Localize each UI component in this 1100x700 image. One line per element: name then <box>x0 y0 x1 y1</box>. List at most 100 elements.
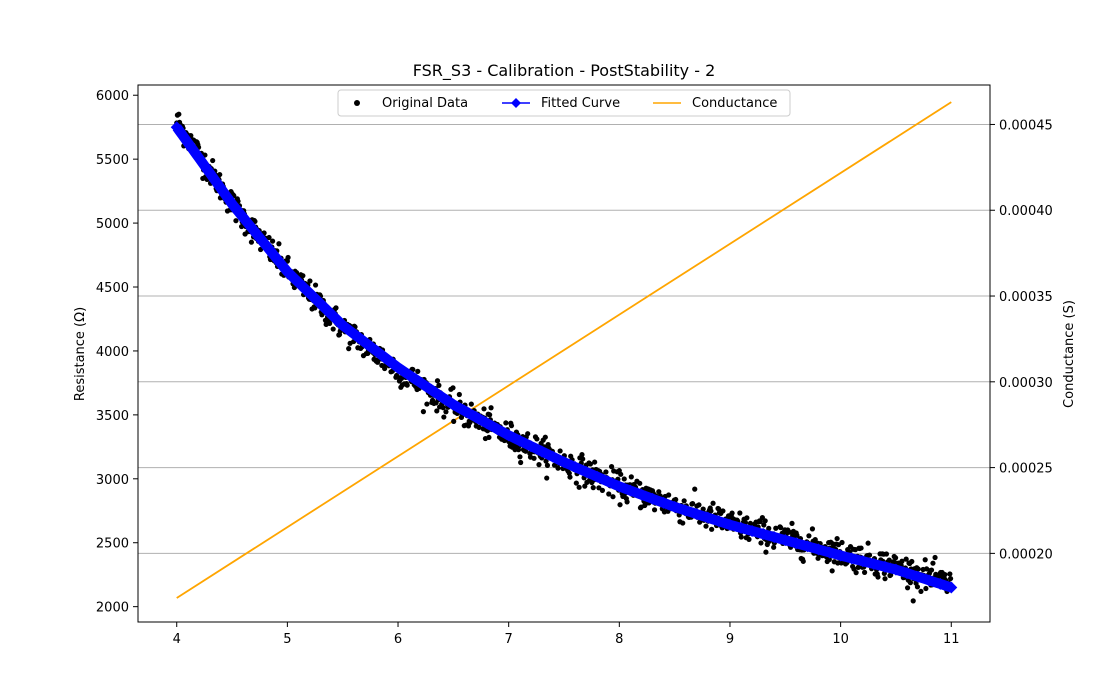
fitted-curve-marker <box>889 563 902 576</box>
data-point <box>621 476 627 482</box>
data-point <box>515 447 522 453</box>
fitted-curve-marker <box>768 531 781 544</box>
data-point <box>233 218 239 224</box>
data-point <box>703 523 709 529</box>
data-point <box>587 461 594 467</box>
fitted-curve-marker <box>856 555 869 568</box>
fitted-curve-marker <box>591 470 604 483</box>
data-point <box>651 507 658 513</box>
data-point <box>544 475 550 481</box>
data-point <box>909 558 915 565</box>
fitted-curve-marker <box>303 287 316 300</box>
data-point <box>522 448 529 454</box>
fitted-curve-marker <box>347 327 360 340</box>
data-point <box>531 455 537 461</box>
data-point <box>789 520 795 526</box>
fitted-curve-marker <box>878 560 891 573</box>
data-point <box>330 326 336 332</box>
legend: Original Data Fitted Curve Conductance <box>337 89 791 117</box>
x-tick-label: 9 <box>726 632 734 647</box>
data-point <box>914 584 921 590</box>
data-point <box>697 519 703 525</box>
data-point <box>415 368 421 374</box>
fitted-curve-marker <box>325 308 338 321</box>
original-data-series <box>174 111 954 604</box>
data-point <box>590 485 596 491</box>
data-point <box>606 491 612 497</box>
data-point <box>248 239 255 245</box>
data-point <box>700 506 706 512</box>
data-point <box>696 502 702 508</box>
y2-tick-label: 0.00025 <box>999 462 1053 477</box>
data-point <box>434 408 440 414</box>
fitted-curve-marker <box>701 511 714 524</box>
data-point <box>285 254 291 261</box>
data-point <box>424 401 430 407</box>
fitted-curve-marker <box>181 136 194 149</box>
data-point <box>771 544 777 550</box>
fitted-curve-marker <box>912 570 925 583</box>
fitted-curve-marker <box>392 361 405 374</box>
data-point <box>404 382 410 388</box>
fitted-curve-marker <box>613 480 626 493</box>
data-point <box>757 518 763 525</box>
data-point <box>508 423 515 429</box>
data-point <box>947 575 954 582</box>
data-point <box>928 567 935 573</box>
data-point <box>434 378 441 384</box>
fitted-curve-line <box>172 124 954 593</box>
data-point <box>374 359 381 365</box>
plot-frame <box>137 84 991 623</box>
data-point <box>269 238 276 244</box>
data-point <box>608 464 615 470</box>
fitted-curve-marker <box>668 500 681 513</box>
data-point <box>744 515 750 521</box>
y2-tick-label: 0.00020 <box>999 547 1053 562</box>
data-point <box>794 532 800 538</box>
legend-label-original-data: Original Data <box>382 96 468 111</box>
x-tick-label: 4 <box>173 632 181 647</box>
data-point <box>300 273 306 279</box>
fitted-curve-marker <box>945 581 958 594</box>
data-point <box>333 305 339 311</box>
data-point <box>436 382 442 388</box>
data-point <box>468 401 474 407</box>
y-tick-label: 4000 <box>96 345 129 360</box>
fitted-curve-marker <box>491 423 504 436</box>
fitted-curve-marker <box>580 465 593 478</box>
fitted-curve-marker <box>823 546 836 559</box>
fitted-curve-marker <box>425 383 438 396</box>
data-point <box>923 585 929 592</box>
fitted-curve-marker <box>414 376 427 389</box>
data-point <box>542 434 548 440</box>
data-point <box>624 499 630 505</box>
fitted-curve-marker <box>569 461 582 474</box>
data-point <box>327 320 333 327</box>
data-point <box>566 470 572 476</box>
data-point <box>266 234 272 241</box>
data-point <box>673 496 679 503</box>
data-point <box>834 535 840 542</box>
data-point <box>488 405 494 411</box>
data-point <box>440 405 446 411</box>
fitted-curve-marker <box>602 475 615 488</box>
data-point <box>910 598 916 604</box>
fitted-curve-marker <box>746 524 759 537</box>
fitted-curve-marker <box>646 492 659 505</box>
data-point <box>543 458 549 464</box>
data-point <box>456 391 462 398</box>
data-point <box>720 508 726 514</box>
data-point <box>382 365 388 372</box>
fitted-curve-marker <box>524 440 537 453</box>
data-point <box>709 526 715 532</box>
data-point <box>815 555 821 561</box>
fitted-curve-marker <box>801 540 814 553</box>
legend-label-conductance: Conductance <box>692 96 777 111</box>
fitted-curve-marker <box>712 515 725 528</box>
y2-tick-label: 0.00035 <box>999 290 1053 305</box>
y-axis-left: 2000 2500 3000 3500 4000 4500 5000 5500 6000 <box>96 89 138 616</box>
data-point <box>875 574 881 580</box>
data-point <box>576 484 582 490</box>
y-axis-right: 0.00020 0.00025 0.00030 0.00035 0.00040 0.000… <box>990 118 1053 562</box>
conductance-series <box>176 101 952 599</box>
